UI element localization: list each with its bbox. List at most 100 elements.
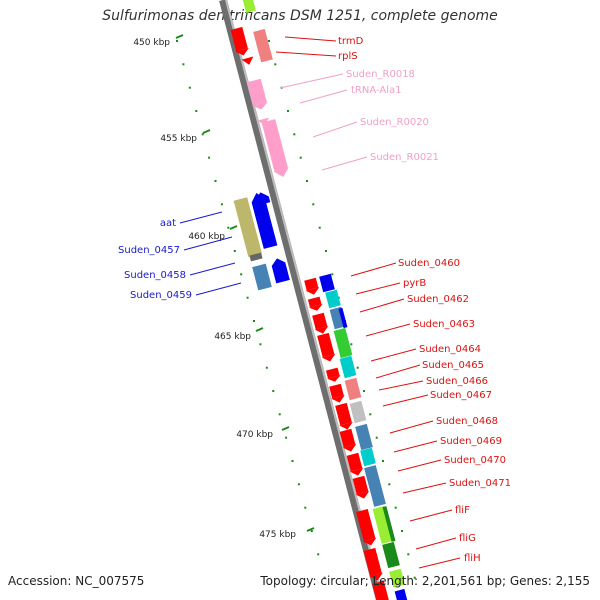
gene-label[interactable]: fliG xyxy=(459,533,476,544)
gene-fliH xyxy=(389,568,405,588)
gene-label[interactable]: rplS xyxy=(338,51,358,62)
guide-dot xyxy=(401,530,403,532)
guide-dot xyxy=(310,530,313,532)
gene-label[interactable]: Suden_0459 xyxy=(130,290,192,301)
gene-label[interactable]: pyrB xyxy=(403,278,426,289)
guide-dot xyxy=(413,576,416,579)
guide-dot xyxy=(299,156,302,159)
gene-label[interactable]: Suden_0457 xyxy=(118,245,180,256)
guide-dot xyxy=(356,366,359,369)
gene-features xyxy=(230,0,408,600)
guide-dot xyxy=(176,40,178,42)
guide-dot xyxy=(388,483,391,486)
guide-dot xyxy=(304,506,307,509)
gene-bottom-blue xyxy=(394,588,408,600)
gene-label[interactable]: trmD xyxy=(338,36,364,47)
gene-Suden_0466 xyxy=(325,367,341,382)
guide-dot xyxy=(325,250,327,252)
gene-Suden_0457-arrow xyxy=(255,192,271,206)
tick-mark xyxy=(255,327,264,332)
guide-dot xyxy=(369,413,372,416)
guide-dot xyxy=(323,576,326,579)
gene-label[interactable]: aat xyxy=(160,218,176,229)
gene-label[interactable]: Suden_0471 xyxy=(449,478,511,489)
guide-dot xyxy=(233,250,236,252)
gene-label[interactable]: Suden_0465 xyxy=(422,360,484,371)
genome-title: Sulfurimonas denitrificans DSM 1251, com… xyxy=(102,8,498,24)
guide-dot xyxy=(265,366,268,369)
gene-label[interactable]: fliH xyxy=(464,553,481,564)
gene-fliG xyxy=(382,541,400,569)
guide-dot xyxy=(350,343,353,346)
guide-dot xyxy=(331,273,334,276)
guide-dot xyxy=(363,390,365,392)
gene-label[interactable]: Suden_0458 xyxy=(124,270,186,281)
genome-stats-text: Topology: circular; Length: 2,201,561 bp… xyxy=(260,574,590,588)
tick-mark xyxy=(306,527,315,532)
guide-dot xyxy=(188,86,191,89)
gene-rplS-block xyxy=(253,28,271,56)
guide-dot xyxy=(240,273,243,276)
guide-dot xyxy=(285,436,288,439)
gene-Suden_0467-silver xyxy=(349,400,367,424)
guide-dot xyxy=(382,460,384,462)
guide-dot xyxy=(214,180,217,182)
guide-dot xyxy=(317,553,320,556)
gene-Suden_0462-cyan xyxy=(325,289,341,309)
gene-label[interactable]: Suden_R0020 xyxy=(360,117,429,128)
gene-labels-left: aat Suden_0457 Suden_0458 Suden_0459 xyxy=(118,218,192,301)
gene-label[interactable]: Suden_0469 xyxy=(440,436,502,447)
tick-label: 455 kbp xyxy=(160,134,197,144)
guide-dot xyxy=(272,390,275,392)
guide-dot xyxy=(407,553,410,556)
gene-label[interactable]: Suden_0462 xyxy=(407,294,469,305)
gene-Suden_0462 xyxy=(307,296,323,311)
gene-label[interactable]: Suden_0467 xyxy=(430,390,492,401)
gene-labels-right: trmD rplS Suden_R0018 tRNA-Ala1 Suden_R0… xyxy=(338,36,511,564)
guide-dot xyxy=(318,226,321,229)
tick-label: 450 kbp xyxy=(133,38,170,48)
gene-rplS-block2 xyxy=(259,51,273,63)
rna-Suden_R0020 xyxy=(261,119,289,177)
scale-ticks: 450 kbp 455 kbp 460 kbp 465 kbp 470 kbp … xyxy=(133,34,315,540)
tick-mark xyxy=(202,129,211,134)
gene-trmD-arrow xyxy=(230,26,249,56)
guide-dot xyxy=(306,180,308,182)
gene-aat-arrow xyxy=(251,192,278,249)
gene-fliF-red xyxy=(356,509,377,546)
gene-bottom-red xyxy=(372,580,389,600)
guide-dot xyxy=(293,133,296,136)
guide-dot xyxy=(259,343,262,346)
leader-lines-right xyxy=(275,36,461,569)
gene-Suden_0470 xyxy=(360,447,376,467)
gene-Suden_0463 xyxy=(312,312,329,334)
gene-label[interactable]: Suden_0470 xyxy=(444,455,506,466)
gene-label[interactable]: fliF xyxy=(455,505,470,516)
gene-Suden_0466-block xyxy=(344,377,362,401)
gene-Suden_0460 xyxy=(304,277,320,295)
guide-dot xyxy=(227,226,230,229)
gene-label[interactable]: Suden_0460 xyxy=(398,258,460,269)
leader-lines-left xyxy=(179,211,242,296)
gene-label[interactable]: Suden_R0021 xyxy=(370,152,439,163)
gene-top-green-block xyxy=(241,0,256,14)
gene-label[interactable]: Suden_0468 xyxy=(436,416,498,427)
rna-tRNA-Ala1 xyxy=(257,117,270,125)
tick-label: 460 kbp xyxy=(188,232,225,242)
gene-label[interactable]: Suden_R0018 xyxy=(346,69,415,80)
gene-Suden_0469-red xyxy=(339,428,357,452)
gene-label[interactable]: tRNA-Ala1 xyxy=(351,85,401,96)
gene-label[interactable]: Suden_0466 xyxy=(426,376,488,387)
gene-Suden_0464-green xyxy=(333,327,353,359)
gene-label[interactable]: Suden_0464 xyxy=(419,344,481,355)
gene-Suden_0470-red xyxy=(346,452,364,476)
gene-Suden_0465 xyxy=(339,355,357,379)
tick-label: 470 kbp xyxy=(236,430,273,440)
guide-dot xyxy=(287,110,289,112)
guide-dot xyxy=(253,320,255,322)
gene-label[interactable]: Suden_0463 xyxy=(413,319,475,330)
guide-dot xyxy=(182,63,185,66)
tick-mark xyxy=(175,34,184,39)
tick-label: 475 kbp xyxy=(259,530,296,540)
